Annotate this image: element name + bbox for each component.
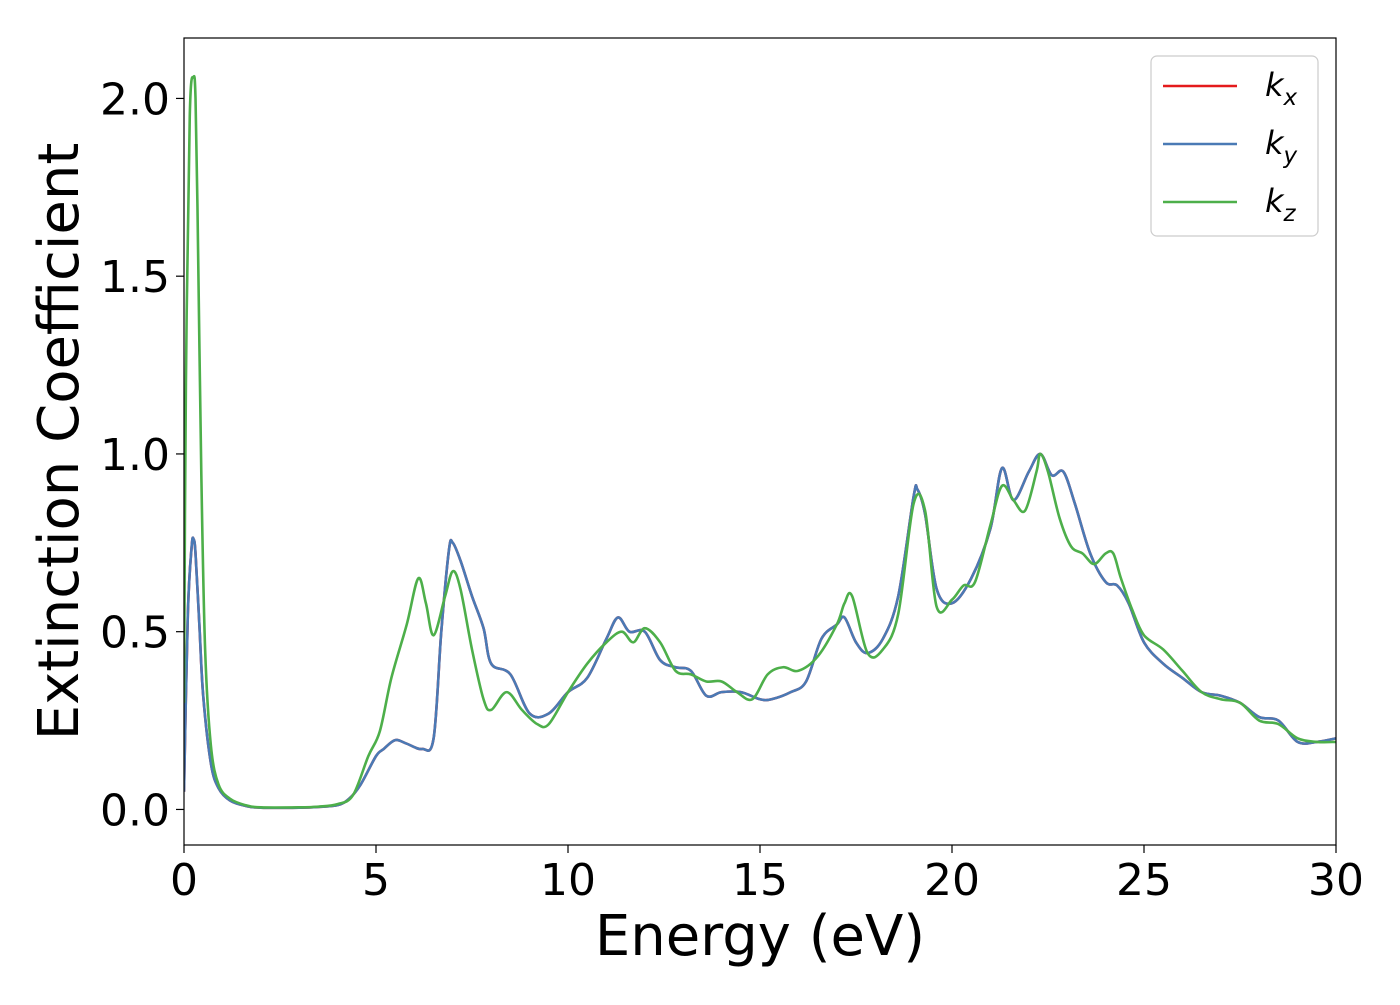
legend-label-kx: kx — [1265, 66, 1298, 111]
series-line-kx — [184, 452, 1336, 810]
y-tick-label: 1.5 — [100, 252, 170, 303]
series-layer — [184, 74, 1336, 810]
x-axis-ticks: 0 5 10 15 20 25 30 — [170, 845, 1364, 906]
x-axis-title: Energy (eV) — [595, 904, 925, 969]
y-axis-ticks: 0.0 0.5 1.0 1.5 2.0 — [100, 74, 184, 836]
legend-label-kz: kz — [1265, 182, 1297, 227]
x-tick-label: 5 — [362, 855, 390, 906]
x-tick-label: 20 — [924, 855, 980, 906]
legend-label-ky: ky — [1265, 124, 1298, 169]
series-line-ky — [184, 452, 1336, 810]
y-tick-label: 0.0 — [100, 785, 170, 836]
legend: kx ky kz — [1150, 55, 1319, 237]
x-tick-label: 30 — [1308, 855, 1364, 906]
y-tick-label: 1.0 — [100, 430, 170, 481]
legend-box — [1150, 55, 1319, 237]
x-tick-label: 25 — [1116, 855, 1172, 906]
y-axis-title: Extinction Coefficient — [27, 143, 92, 741]
y-tick-label: 2.0 — [100, 74, 170, 125]
x-tick-label: 15 — [732, 855, 788, 906]
x-tick-label: 10 — [540, 855, 596, 906]
series-line-kz — [184, 74, 1336, 809]
x-tick-label: 0 — [170, 855, 198, 906]
y-tick-label: 0.5 — [100, 608, 170, 659]
